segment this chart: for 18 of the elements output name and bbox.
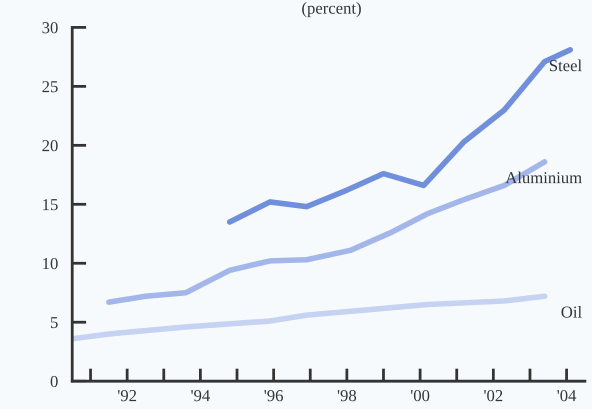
y-tick-label: 0 xyxy=(50,376,58,388)
series-label: Aluminium xyxy=(505,172,582,184)
y-tick-label: 25 xyxy=(42,81,58,92)
y-tick-label: 5 xyxy=(50,317,58,328)
series-label: Steel xyxy=(550,60,582,72)
y-tick-label: 20 xyxy=(42,140,58,152)
y-tick-label: 15 xyxy=(43,199,58,210)
y-tick-label: 30 xyxy=(42,22,58,34)
x-tick-label: '00 xyxy=(410,390,430,402)
x-tick-label: '94 xyxy=(191,390,210,402)
series-label: Oil xyxy=(562,306,582,318)
y-tick-label: 10 xyxy=(43,258,58,270)
x-tick-label: '96 xyxy=(264,390,283,402)
x-tick-label: '04 xyxy=(557,390,576,402)
chart-title: (percent) xyxy=(302,2,361,18)
x-tick-label: '02 xyxy=(484,390,502,402)
x-tick-label: '98 xyxy=(338,390,356,402)
x-tick-label: '92 xyxy=(118,390,136,402)
